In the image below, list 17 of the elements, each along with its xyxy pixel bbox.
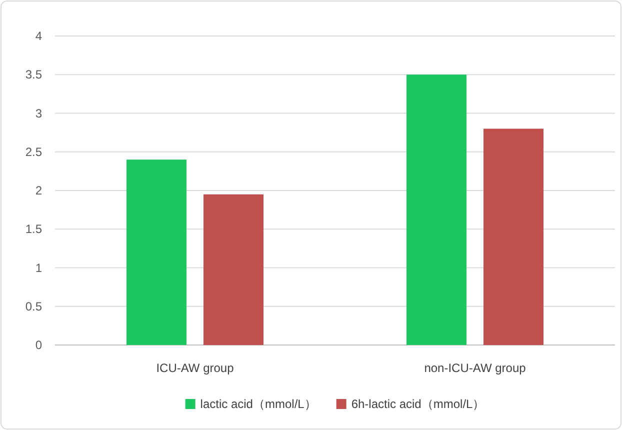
y-tick-label: 3.5 [25,68,42,82]
legend-label: 6h-lactic acid（mmol/L） [351,397,485,411]
legend-label: lactic acid（mmol/L） [200,397,316,411]
x-tick-label: ICU-AW group [156,361,234,375]
bar [126,160,186,345]
x-tick-label: non-ICU-AW group [424,361,526,375]
y-tick-label: 0 [35,338,42,352]
bar [204,194,264,345]
bar [484,128,544,345]
y-tick-label: 2 [35,184,42,198]
y-tick-label: 1 [35,260,42,275]
y-tick-label: 3 [35,106,42,120]
bar [406,74,466,345]
y-tick-label: 0.5 [25,299,42,314]
y-tick-label: 4 [35,29,42,43]
y-tick-label: 1.5 [25,222,42,236]
y-tick-label: 2.5 [25,144,42,159]
